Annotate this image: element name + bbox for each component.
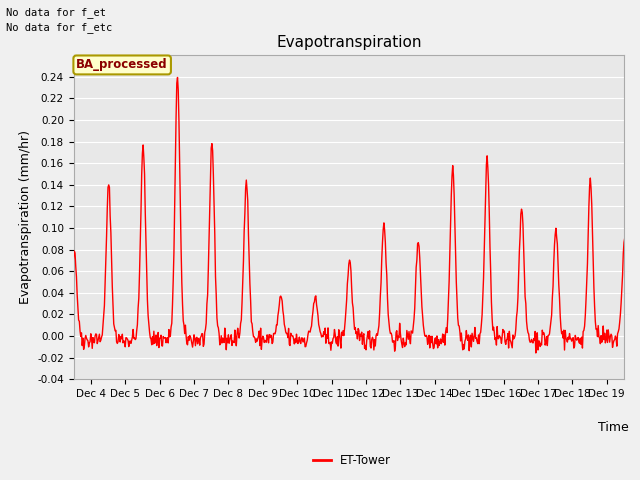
X-axis label: Time: Time bbox=[598, 421, 628, 434]
Text: No data for f_etc: No data for f_etc bbox=[6, 22, 113, 33]
Text: No data for f_et: No data for f_et bbox=[6, 7, 106, 18]
Text: BA_processed: BA_processed bbox=[76, 59, 168, 72]
Y-axis label: Evapotranspiration (mm/hr): Evapotranspiration (mm/hr) bbox=[19, 130, 31, 304]
Title: Evapotranspiration: Evapotranspiration bbox=[276, 35, 422, 50]
Legend: ET-Tower: ET-Tower bbox=[308, 449, 396, 472]
